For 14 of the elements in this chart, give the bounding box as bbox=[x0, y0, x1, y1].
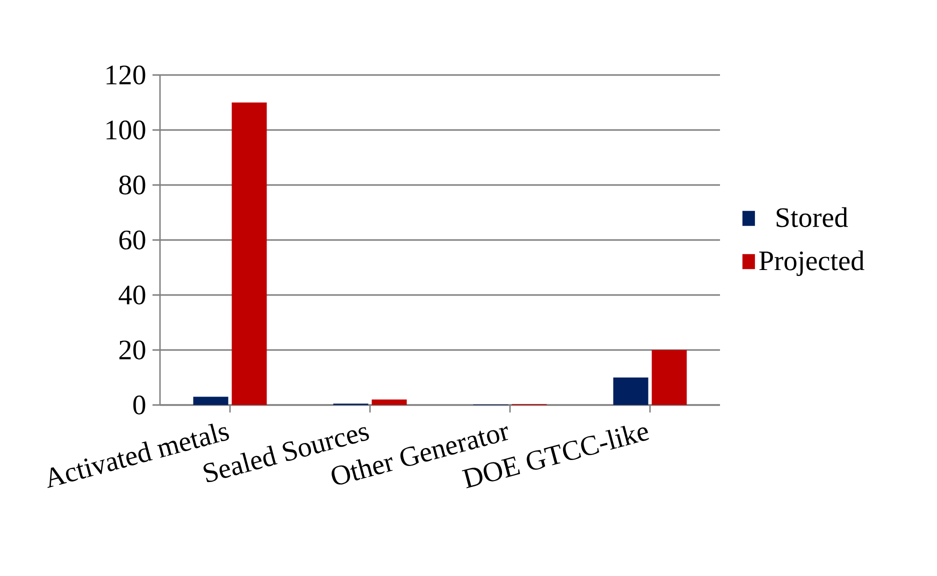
bar bbox=[372, 400, 407, 405]
bar bbox=[193, 396, 228, 405]
y-tick-label: 100 bbox=[106, 120, 146, 140]
y-tick-label: 120 bbox=[106, 66, 146, 84]
bar bbox=[652, 350, 687, 405]
bar bbox=[613, 378, 648, 405]
y-tick-label: 60 bbox=[119, 230, 146, 250]
y-tick-label: 40 bbox=[118, 286, 146, 304]
legend-label: Projected bbox=[759, 250, 864, 276]
y-tick-label: 20 bbox=[119, 340, 146, 360]
y-tick-label: 80 bbox=[119, 176, 146, 194]
bar bbox=[232, 102, 267, 405]
legend-label: Stored bbox=[776, 207, 848, 228]
y-tick-label: 0 bbox=[133, 396, 146, 414]
